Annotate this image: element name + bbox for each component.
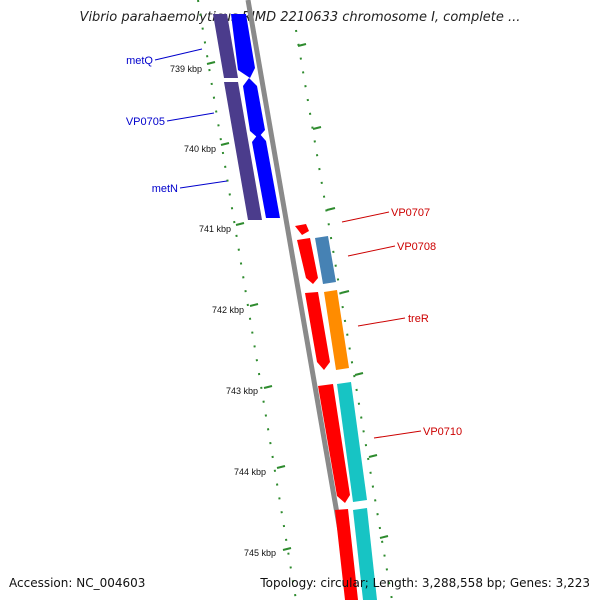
cds-VP0708[interactable] — [297, 238, 318, 284]
gene-label-metN[interactable]: metN — [152, 183, 178, 195]
major-tick — [354, 372, 364, 376]
reverse-gene-track — [315, 236, 377, 600]
major-tick — [276, 465, 286, 469]
gene-label-VP0708[interactable]: VP0708 — [397, 241, 436, 253]
reverse-cds-track — [295, 224, 358, 600]
gene-VP0705-metN[interactable] — [224, 82, 262, 220]
scale-labels: 739 kbp 740 kbp 741 kbp 742 kbp 743 kbp … — [170, 64, 276, 558]
scale-label: 740 kbp — [184, 144, 216, 154]
major-tick — [297, 43, 307, 47]
cds-VP0707[interactable] — [295, 224, 309, 235]
cds-metN[interactable] — [252, 133, 280, 218]
forward-cds-track — [231, 14, 280, 218]
scale-label: 741 kbp — [199, 224, 231, 234]
cds-VP0705[interactable] — [243, 78, 265, 138]
cds-next[interactable] — [335, 509, 358, 600]
major-tick — [235, 222, 245, 226]
map-title: Vibrio parahaemolyticus RIMD 2210633 chr… — [79, 10, 521, 25]
gene-label-VP0707[interactable]: VP0707 — [391, 207, 430, 219]
gene-label-metQ[interactable]: metQ — [126, 55, 153, 67]
major-tick — [326, 207, 336, 211]
cds-VP0710[interactable] — [318, 384, 350, 503]
major-tick — [206, 61, 216, 65]
left-tick-track — [197, 0, 297, 600]
scale-label: 745 kbp — [244, 548, 276, 558]
gene-treR[interactable] — [324, 290, 349, 370]
gene-next[interactable] — [353, 508, 377, 600]
scale-label: 744 kbp — [234, 467, 266, 477]
major-tick — [379, 535, 389, 539]
cds-metQ[interactable] — [231, 14, 255, 78]
forward-gene-track — [213, 14, 262, 220]
major-tick — [220, 142, 230, 146]
scale-label: 739 kbp — [170, 64, 202, 74]
gene-label-VP0705[interactable]: VP0705 — [126, 116, 165, 128]
label-leader-lines — [154, 48, 422, 439]
major-tick — [249, 303, 259, 307]
gene-VP0708[interactable] — [315, 236, 336, 284]
scale-label: 742 kbp — [212, 305, 244, 315]
summary-text: Topology: circular; Length: 3,288,558 bp… — [260, 576, 590, 590]
accession-text: Accession: NC_004603 — [9, 576, 146, 590]
scale-label: 743 kbp — [226, 386, 258, 396]
major-tick — [263, 385, 273, 389]
gene-label-treR[interactable]: treR — [408, 313, 429, 325]
gene-metQ[interactable] — [213, 14, 238, 78]
major-tick — [312, 126, 322, 130]
major-tick — [368, 454, 378, 458]
gene-VP0710[interactable] — [337, 382, 367, 502]
major-tick — [282, 547, 292, 551]
backbone-line — [245, 0, 355, 600]
gene-labels: metQ VP0705 metN VP0707 VP0708 treR VP07… — [126, 55, 462, 438]
gene-label-VP0710[interactable]: VP0710 — [423, 426, 462, 438]
right-tick-track — [295, 29, 393, 600]
cds-treR[interactable] — [305, 292, 330, 370]
major-tick — [340, 290, 350, 294]
